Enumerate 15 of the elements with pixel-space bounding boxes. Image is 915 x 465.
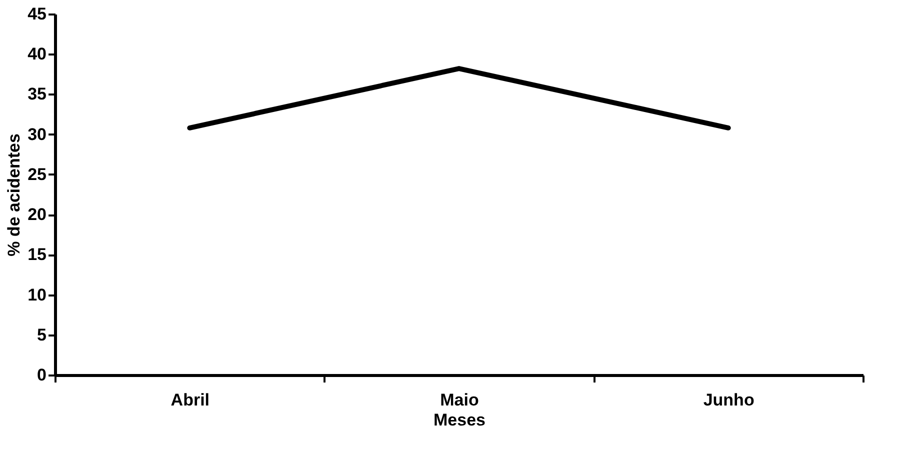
y-tick-label: 5 bbox=[37, 325, 46, 344]
y-tick-label: 0 bbox=[37, 366, 46, 384]
y-tick-label: 35 bbox=[28, 84, 46, 104]
x-tick-label: Abril bbox=[170, 390, 210, 410]
x-axis-title: Meses bbox=[434, 410, 486, 430]
y-tick-label: 10 bbox=[28, 285, 46, 304]
y-tick-label: 15 bbox=[28, 245, 46, 264]
y-tick-label: 40 bbox=[28, 44, 46, 64]
x-tick-label: Junho bbox=[703, 390, 754, 410]
y-tick-label: 20 bbox=[28, 205, 46, 224]
y-tick-label: 45 bbox=[28, 4, 46, 24]
y-axis-title: % de acidentes bbox=[4, 134, 24, 256]
x-tick-label: Maio bbox=[440, 390, 479, 410]
y-tick-label: 25 bbox=[28, 164, 46, 184]
y-tick-label: 30 bbox=[28, 124, 46, 144]
